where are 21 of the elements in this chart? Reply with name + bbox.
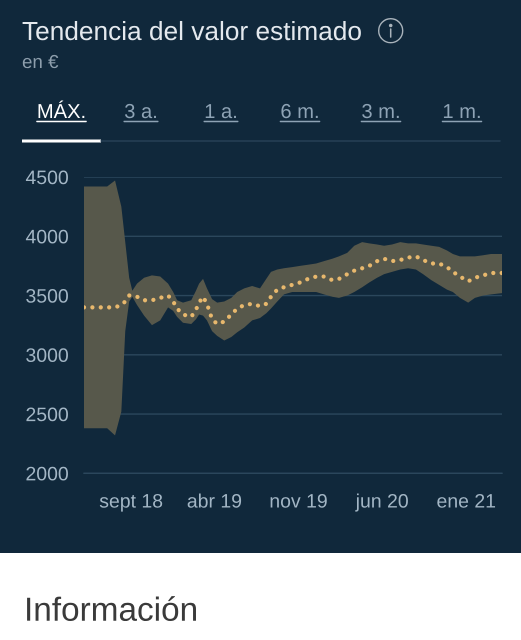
x-tick-label: sept 18: [100, 494, 162, 512]
x-tick-label: nov 19: [270, 494, 327, 508]
y-tick-label: 4500: [26, 170, 68, 184]
x-tick-label: jun 20: [355, 493, 408, 512]
text: Información: [27, 596, 196, 622]
text: 1 m.: [444, 104, 480, 118]
line-series: [84, 254, 502, 326]
text: 3 a.: [124, 104, 156, 118]
x-tick-label: ene 21: [437, 494, 496, 508]
text: 3 m.: [362, 104, 399, 118]
y-tick-label: 2000: [26, 466, 68, 481]
x-tick-label: abr 19: [188, 493, 242, 508]
y-tick-label: 2500: [26, 408, 68, 422]
text: MÁX.: [38, 100, 84, 118]
text: 1 a.: [206, 104, 236, 118]
chart-subtitle: en €: [22, 54, 58, 68]
chart-title: Tendencia del valor estimado: [22, 20, 361, 40]
y-tick-label: 3500: [26, 288, 68, 303]
text: 6 m.: [281, 104, 318, 118]
y-tick-label: 3000: [26, 348, 68, 362]
y-tick-label: 4000: [26, 230, 68, 244]
